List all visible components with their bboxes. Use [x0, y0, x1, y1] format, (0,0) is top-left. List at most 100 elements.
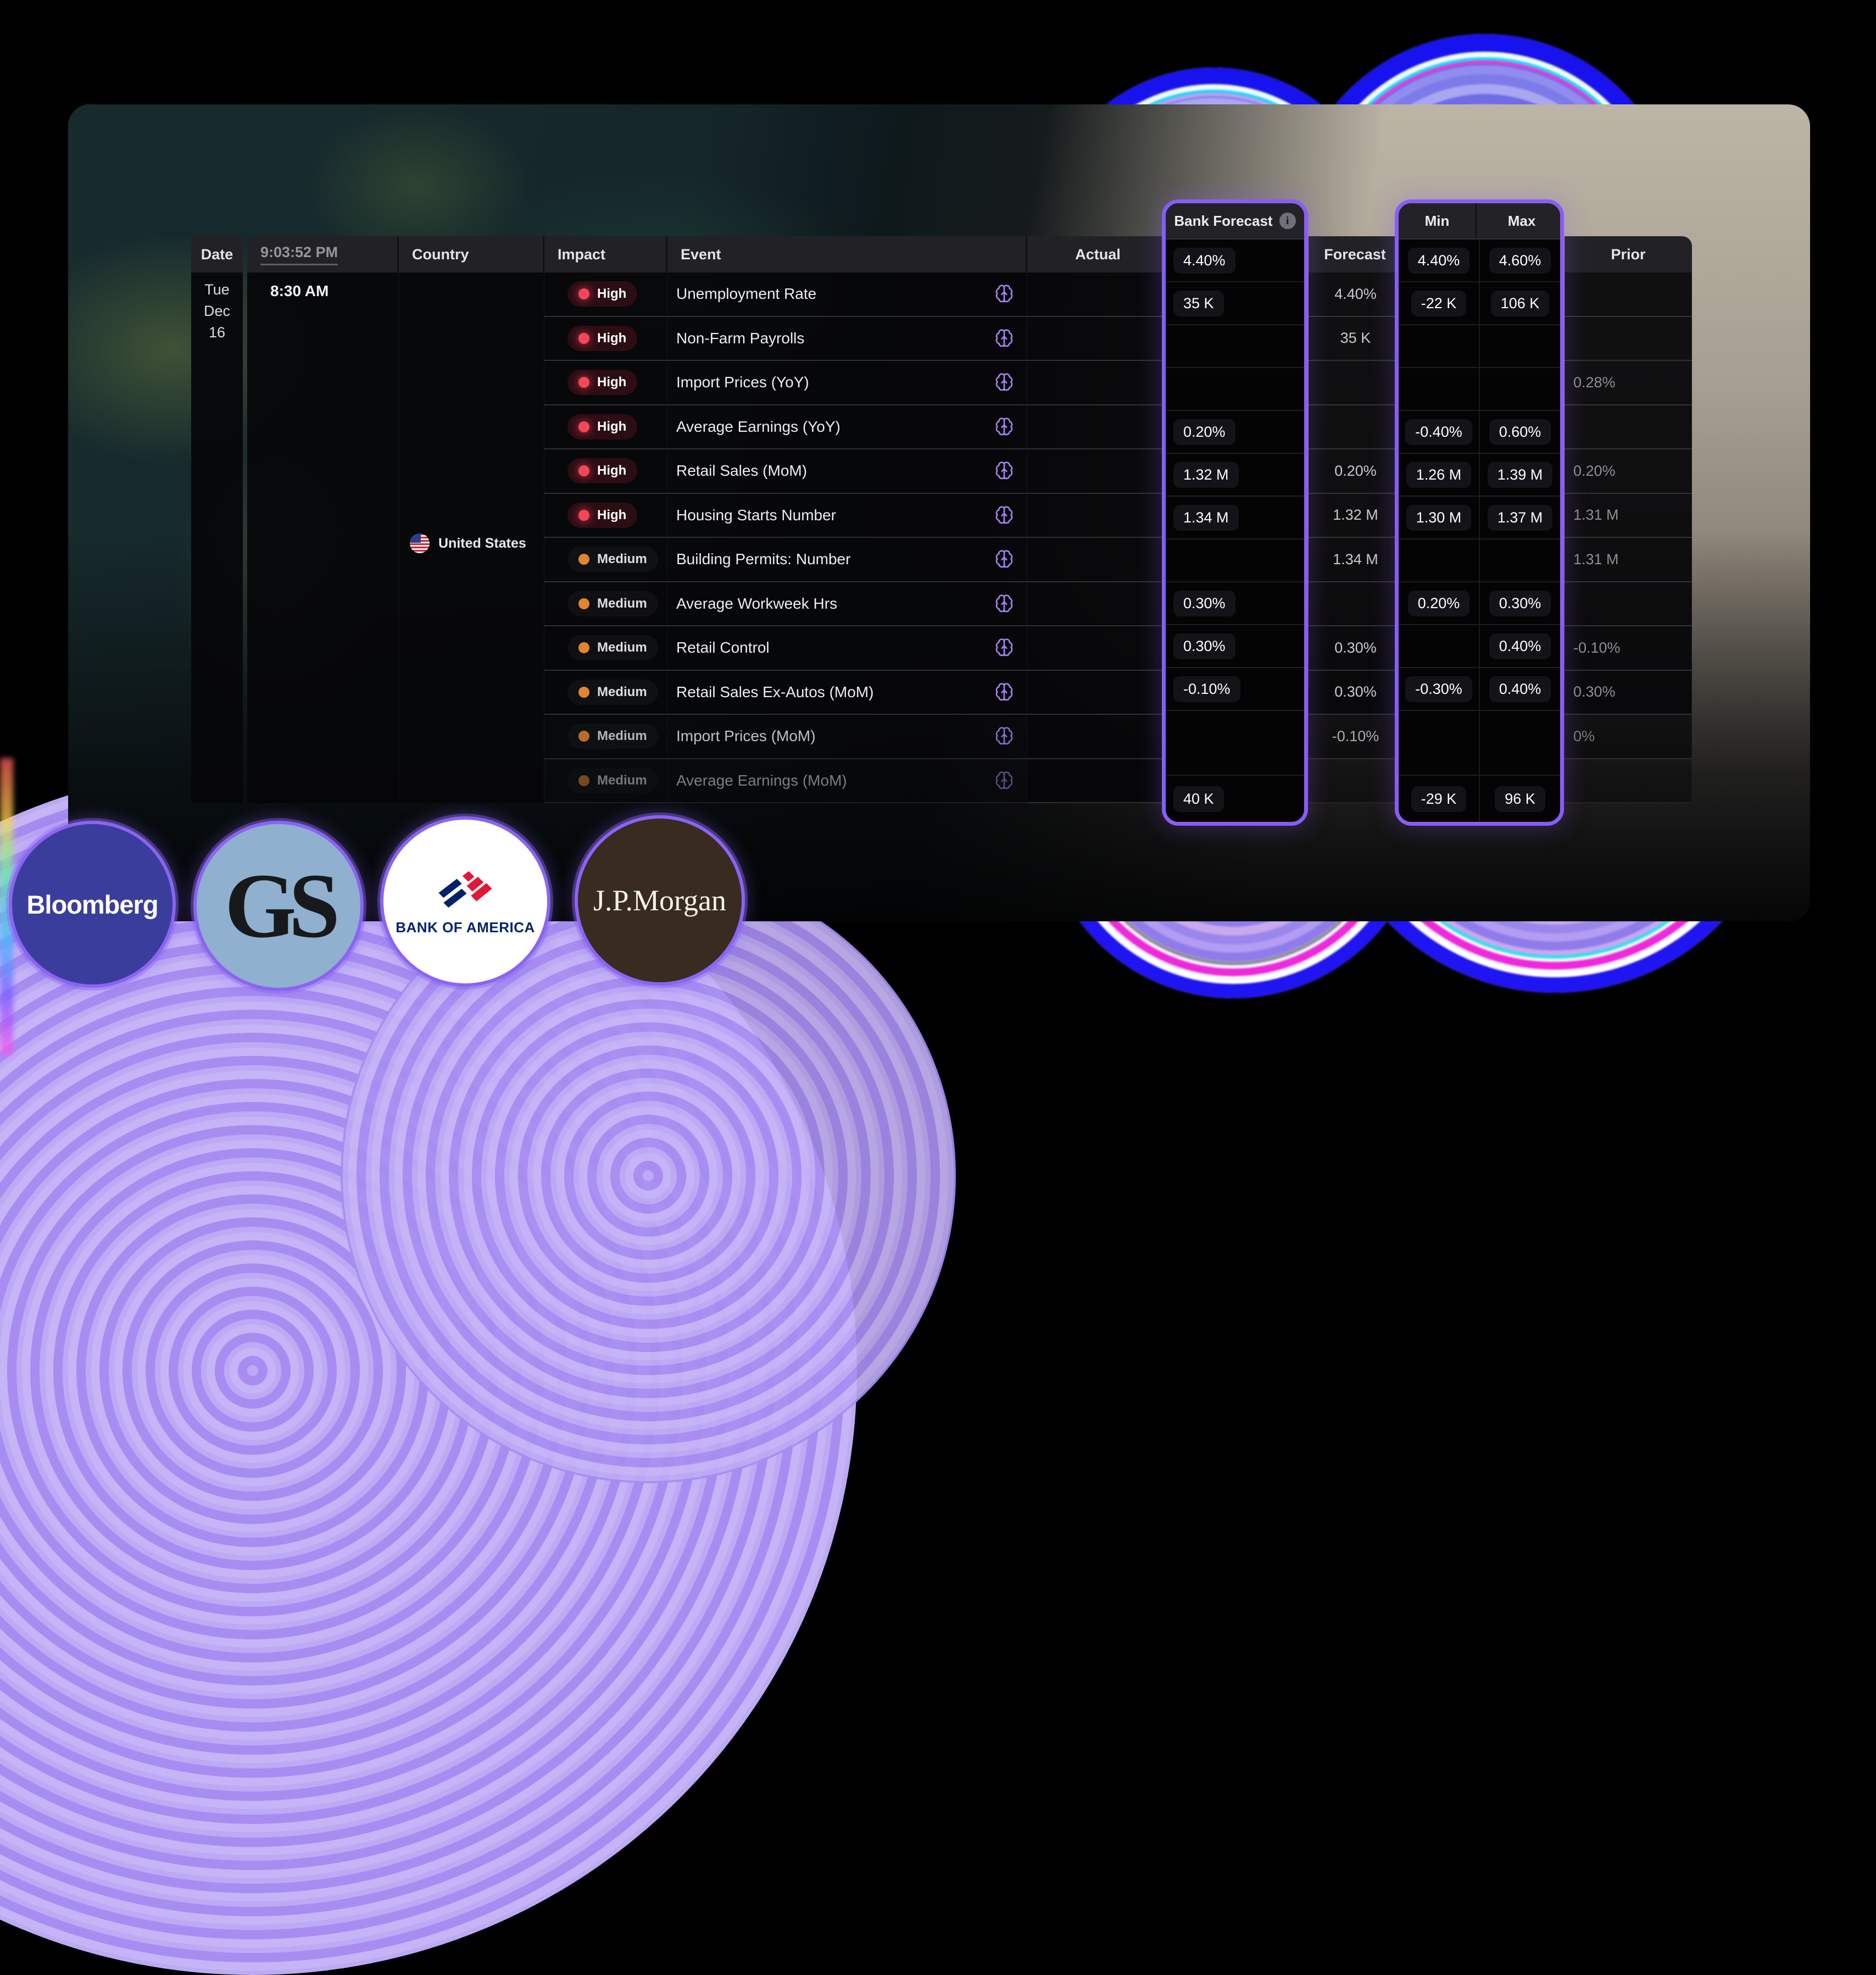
- ai-brain-icon[interactable]: [993, 636, 1016, 659]
- column-impact: Impact High High High High High High Med…: [544, 236, 667, 803]
- ai-brain-icon[interactable]: [993, 725, 1016, 748]
- col-header-time[interactable]: 9:03:52 PM: [247, 236, 399, 272]
- date-cell: Tue Dec 16: [191, 272, 243, 803]
- actual-cell: [1027, 361, 1170, 405]
- event-cell[interactable]: Retail Sales (MoM): [667, 449, 1027, 494]
- prior-cell: 1.31 M: [1565, 538, 1692, 582]
- impact-cell: Medium: [544, 759, 667, 803]
- event-cell[interactable]: Import Prices (YoY): [667, 361, 1027, 405]
- info-icon[interactable]: i: [1279, 213, 1296, 229]
- column-actual: Actual: [1027, 236, 1170, 803]
- forecast-cell: -0.10%: [1309, 715, 1403, 759]
- current-time[interactable]: 9:03:52 PM: [260, 244, 338, 265]
- impact-dot: [578, 642, 589, 654]
- column-prior: Prior 0.28% 0.20% 1.31 M 1.31 M -0.10% 0…: [1565, 236, 1692, 803]
- col-header-event[interactable]: Event: [667, 236, 1027, 272]
- minmax-row: [1399, 711, 1560, 776]
- event-cell[interactable]: Retail Sales Ex-Autos (MoM): [667, 670, 1027, 715]
- impact-dot: [578, 377, 589, 388]
- forecast-cell: 1.32 M: [1309, 493, 1403, 538]
- event-cell[interactable]: Housing Starts Number: [667, 493, 1027, 538]
- minmax-row: [1399, 325, 1560, 368]
- impact-dot: [578, 465, 589, 477]
- bank-forecast-row: 1.32 M: [1166, 454, 1304, 497]
- impact-cell: Medium: [544, 538, 667, 582]
- event-cell[interactable]: Building Permits: Number: [667, 538, 1027, 582]
- impact-cell: High: [544, 316, 667, 361]
- ai-brain-icon[interactable]: [993, 371, 1016, 394]
- impact-dot: [578, 686, 589, 698]
- ai-brain-icon[interactable]: [993, 459, 1016, 482]
- bank-forecast-row: [1166, 368, 1304, 411]
- impact-dot: [578, 288, 589, 300]
- bank-forecast-header[interactable]: Bank Forecast i: [1166, 203, 1304, 240]
- ai-brain-icon[interactable]: [993, 592, 1016, 615]
- forecast-cell: [1309, 361, 1403, 405]
- minmax-row: -0.40% 0.60%: [1399, 411, 1560, 454]
- col-header-date[interactable]: Date: [191, 236, 243, 272]
- forecast-cell: 35 K: [1309, 316, 1403, 361]
- bank-forecast-row: -0.10%: [1166, 668, 1304, 711]
- date-weekday: Tue: [204, 281, 230, 298]
- prior-cell: [1565, 316, 1692, 361]
- bank-forecast-row: 35 K: [1166, 282, 1304, 325]
- minmax-row: 1.26 M 1.39 M: [1399, 454, 1560, 497]
- forecast-cell: [1309, 582, 1403, 626]
- actual-cell: [1027, 538, 1170, 582]
- country-cell: United States: [399, 272, 544, 803]
- event-cell[interactable]: Unemployment Rate: [667, 272, 1027, 317]
- bank-forecast-row: 4.40%: [1166, 240, 1304, 282]
- ai-brain-icon[interactable]: [993, 548, 1016, 571]
- bank-forecast-row: 0.20%: [1166, 411, 1304, 454]
- actual-cell: [1027, 626, 1170, 671]
- prior-cell: 0.30%: [1565, 670, 1692, 715]
- impact-dot: [578, 731, 589, 742]
- minmax-row: [1399, 539, 1560, 582]
- bank-forecast-row: 0.30%: [1166, 625, 1304, 668]
- actual-cell: [1027, 272, 1170, 317]
- event-cell[interactable]: Average Earnings (YoY): [667, 405, 1027, 449]
- economic-calendar-table: Date Tue Dec 16 9:03:52 PM 8:30 AM Count…: [191, 236, 1692, 803]
- bank-forecast-row: 40 K: [1166, 776, 1304, 822]
- ai-brain-icon[interactable]: [993, 681, 1016, 704]
- min-header[interactable]: Min: [1399, 203, 1477, 238]
- impact-dot: [578, 421, 589, 432]
- column-event: Event Unemployment Rate Non-Farm Payroll…: [667, 236, 1027, 803]
- actual-cell: [1027, 449, 1170, 494]
- date-day: 16: [208, 324, 226, 341]
- col-header-actual[interactable]: Actual: [1027, 236, 1170, 272]
- column-country: Country United States: [399, 236, 544, 803]
- actual-cell: [1027, 759, 1170, 803]
- ai-brain-icon[interactable]: [993, 504, 1016, 527]
- event-cell[interactable]: Retail Control: [667, 626, 1027, 671]
- bank-forecast-row: [1166, 711, 1304, 776]
- column-time: 9:03:52 PM 8:30 AM: [247, 236, 399, 803]
- forecast-cell: [1309, 759, 1403, 803]
- jp-morgan-wordmark: J.P.Morgan: [593, 884, 727, 917]
- actual-cell: [1027, 670, 1170, 715]
- col-header-forecast[interactable]: Forecast: [1309, 236, 1403, 272]
- time-cell: 8:30 AM: [247, 272, 399, 803]
- event-cell[interactable]: Average Workweek Hrs: [667, 582, 1027, 626]
- event-cell[interactable]: Average Earnings (MoM): [667, 759, 1027, 803]
- forecast-cell: 4.40%: [1309, 272, 1403, 317]
- col-header-impact[interactable]: Impact: [544, 236, 667, 272]
- col-header-prior[interactable]: Prior: [1565, 236, 1692, 272]
- minmax-row: -29 K 96 K: [1399, 776, 1560, 822]
- ai-brain-icon[interactable]: [993, 327, 1016, 350]
- us-flag-icon: [410, 533, 430, 553]
- ai-brain-icon[interactable]: [993, 769, 1016, 792]
- ai-brain-icon[interactable]: [993, 415, 1016, 438]
- bank-forecast-row: 1.34 M: [1166, 497, 1304, 539]
- event-cell[interactable]: Import Prices (MoM): [667, 715, 1027, 759]
- forecast-cell: 0.30%: [1309, 670, 1403, 715]
- max-header[interactable]: Max: [1507, 212, 1536, 229]
- event-cell[interactable]: Non-Farm Payrolls: [667, 316, 1027, 361]
- forecast-cell: 1.34 M: [1309, 538, 1403, 582]
- ai-brain-icon[interactable]: [993, 282, 1016, 305]
- bank-forecast-row: 0.30%: [1166, 582, 1304, 625]
- minmax-row: 0.20% 0.30%: [1399, 582, 1560, 625]
- col-header-country[interactable]: Country: [399, 236, 544, 272]
- bloomberg-wordmark: Bloomberg: [26, 889, 158, 919]
- bank-forecast-row: [1166, 539, 1304, 582]
